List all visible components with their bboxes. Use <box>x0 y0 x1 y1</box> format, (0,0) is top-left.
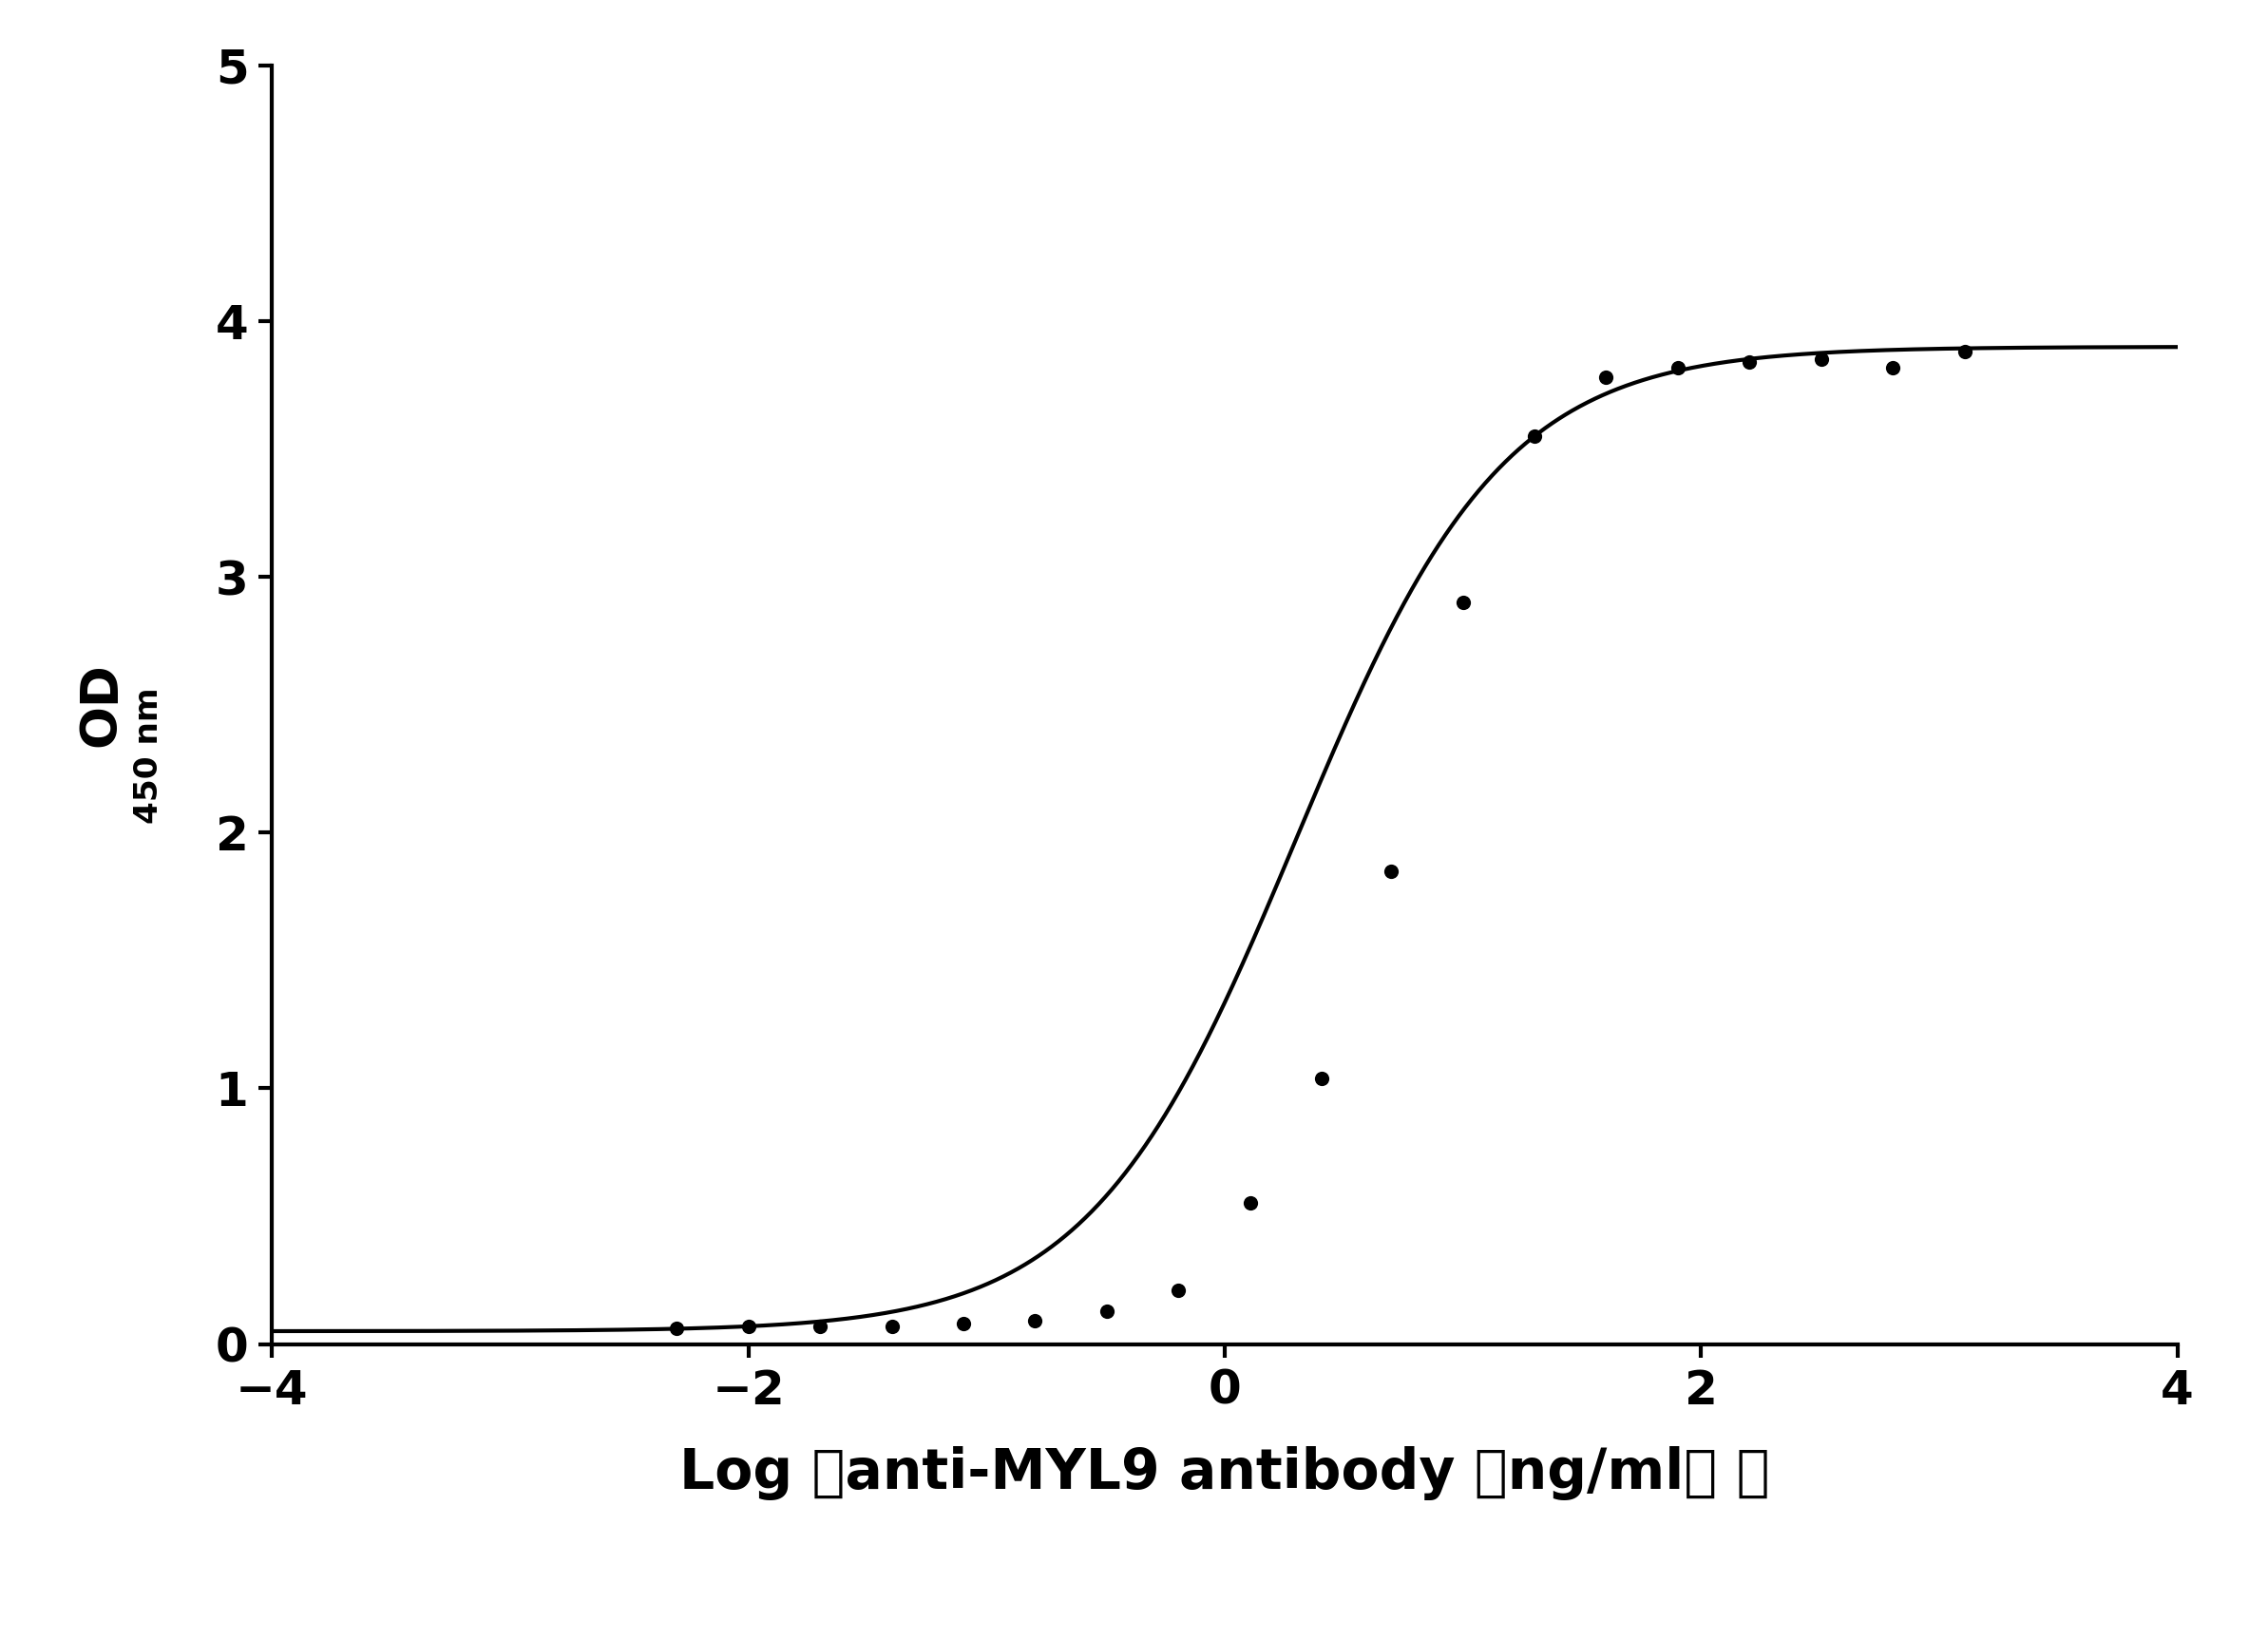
Point <box>803 1313 839 1339</box>
Point <box>1016 1308 1052 1334</box>
Point <box>1161 1277 1198 1303</box>
Point <box>1232 1190 1268 1216</box>
Point <box>1660 354 1696 380</box>
Point <box>1588 364 1624 390</box>
Point <box>946 1311 982 1337</box>
Text: OD: OD <box>77 662 125 747</box>
Text: 450 nm: 450 nm <box>132 688 163 824</box>
Point <box>1517 423 1554 449</box>
Point <box>1876 354 1912 380</box>
X-axis label: Log （anti-MYL9 antibody （ng/ml） ）: Log （anti-MYL9 antibody （ng/ml） ） <box>680 1446 1769 1500</box>
Point <box>1304 1065 1340 1092</box>
Point <box>1730 349 1767 375</box>
Point <box>1089 1298 1125 1324</box>
Point <box>1803 346 1839 372</box>
Point <box>1445 590 1481 616</box>
Point <box>1372 857 1408 883</box>
Point <box>873 1313 909 1339</box>
Point <box>658 1316 694 1342</box>
Point <box>1946 339 1982 365</box>
Point <box>730 1313 767 1339</box>
